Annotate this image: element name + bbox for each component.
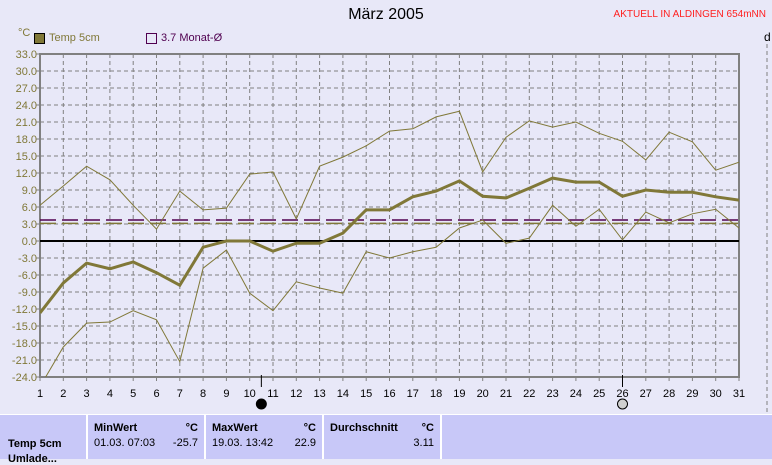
x-tick-label: 9 [223, 388, 229, 400]
x-tick-label: 6 [153, 388, 159, 400]
y-tick-label: 33.0 [16, 49, 37, 61]
x-tick-label: 15 [360, 388, 372, 400]
min-unit: °C [185, 422, 198, 434]
chart-title: März 2005 [348, 6, 424, 23]
y-tick-label: 30.0 [16, 66, 37, 78]
max-unit: °C [303, 422, 316, 434]
avg-value: 3.11 [413, 437, 434, 449]
x-tick-label: 7 [177, 388, 183, 400]
legend-swatch [146, 32, 157, 44]
max-header: MaxWert [212, 422, 258, 434]
y-tick-label: -18.0 [12, 338, 37, 350]
y-tick-label: 24.0 [16, 100, 37, 112]
y-axis-unit: °C [18, 27, 31, 39]
y-tick-label: -24.0 [12, 372, 37, 384]
x-tick-label: 4 [107, 388, 113, 400]
series-line-mean [40, 176, 739, 314]
avg-cell: Durchschnitt °C 3.11 [324, 415, 442, 459]
station-label: AKTUELL IN ALDINGEN 654mNN [613, 9, 766, 20]
y-tick-label: 6.0 [22, 202, 37, 214]
legend-item-temp: Temp 5cm [34, 32, 100, 44]
x-tick-label: 19 [453, 388, 465, 400]
x-tick-label: 29 [686, 388, 698, 400]
right-axis-label: d [764, 30, 771, 44]
x-tick-label: 2 [60, 388, 66, 400]
x-tick-label: 11 [267, 388, 278, 400]
x-tick-label: 20 [477, 388, 489, 400]
x-tick-label: 18 [430, 388, 442, 400]
x-tick-label: 27 [640, 388, 652, 400]
x-tick-label: 23 [546, 388, 558, 400]
plot-frame [39, 53, 740, 378]
row-label-2: Umlade... [8, 453, 57, 465]
new-moon-icon [255, 398, 267, 410]
x-tick-label: 17 [407, 388, 419, 400]
temperature-chart: 33.030.027.024.021.018.015.012.09.06.03.… [12, 44, 768, 414]
max-value: 22.9 [294, 437, 316, 449]
max-date: 19.03. 13:42 [212, 437, 274, 449]
min-header: MinWert [94, 422, 138, 434]
x-tick-label: 22 [523, 388, 535, 400]
x-tick-label: 25 [593, 388, 605, 400]
legend-swatch [34, 32, 45, 44]
x-tick-label: 21 [500, 388, 512, 400]
x-tick-label: 10 [244, 388, 256, 400]
row-label: Temp 5cm [8, 438, 62, 450]
min-value: -25.7 [172, 437, 198, 449]
y-tick-label: 9.0 [22, 185, 37, 197]
y-tick-label: -15.0 [12, 321, 37, 333]
x-tick-label: 16 [383, 388, 395, 400]
y-tick-label: -21.0 [12, 355, 37, 367]
series-line-min [45, 204, 739, 377]
y-tick-label: 15.0 [16, 151, 37, 163]
y-tick-label: 27.0 [16, 83, 37, 95]
y-tick-label: 18.0 [16, 134, 37, 146]
x-tick-label: 31 [733, 388, 745, 400]
y-tick-label: 3.0 [22, 219, 37, 231]
x-tick-label: 14 [337, 388, 349, 400]
x-tick-label: 5 [130, 388, 136, 400]
max-cell: MaxWert °C 19.03. 13:42 22.9 [206, 415, 324, 459]
x-tick-label: 12 [290, 388, 302, 400]
avg-unit: °C [421, 422, 434, 434]
y-tick-label: 21.0 [16, 117, 37, 129]
avg-header: Durchschnitt [330, 422, 398, 434]
x-tick-label: 30 [710, 388, 722, 400]
x-tick-label: 8 [200, 388, 206, 400]
x-tick-label: 26 [616, 388, 628, 400]
series-line-max [40, 110, 739, 230]
legend-label: Temp 5cm [49, 32, 100, 44]
y-tick-label: 12.0 [16, 168, 37, 180]
y-tick-label: 0.0 [22, 236, 37, 248]
y-tick-label: -3.0 [18, 253, 37, 265]
y-tick-label: -9.0 [18, 287, 37, 299]
min-cell: MinWert °C 01.03. 07:03 -25.7 [88, 415, 206, 459]
x-tick-label: 3 [84, 388, 90, 400]
legend-label: 3.7 Monat-Ø [161, 32, 223, 44]
min-date: 01.03. 07:03 [94, 437, 156, 449]
full-moon-icon [617, 398, 628, 410]
y-tick-label: -6.0 [18, 270, 37, 282]
x-tick-label: 28 [663, 388, 675, 400]
x-tick-label: 13 [313, 388, 325, 400]
row-label-cell: Temp 5cm Umlade... [0, 415, 88, 465]
y-tick-label: -12.0 [12, 304, 37, 316]
legend-item-average: 3.7 Monat-Ø [146, 32, 222, 44]
x-tick-label: 24 [570, 388, 582, 400]
x-tick-label: 1 [37, 388, 43, 400]
stats-table: Temp 5cm Umlade... MinWert °C 01.03. 07:… [0, 414, 772, 465]
